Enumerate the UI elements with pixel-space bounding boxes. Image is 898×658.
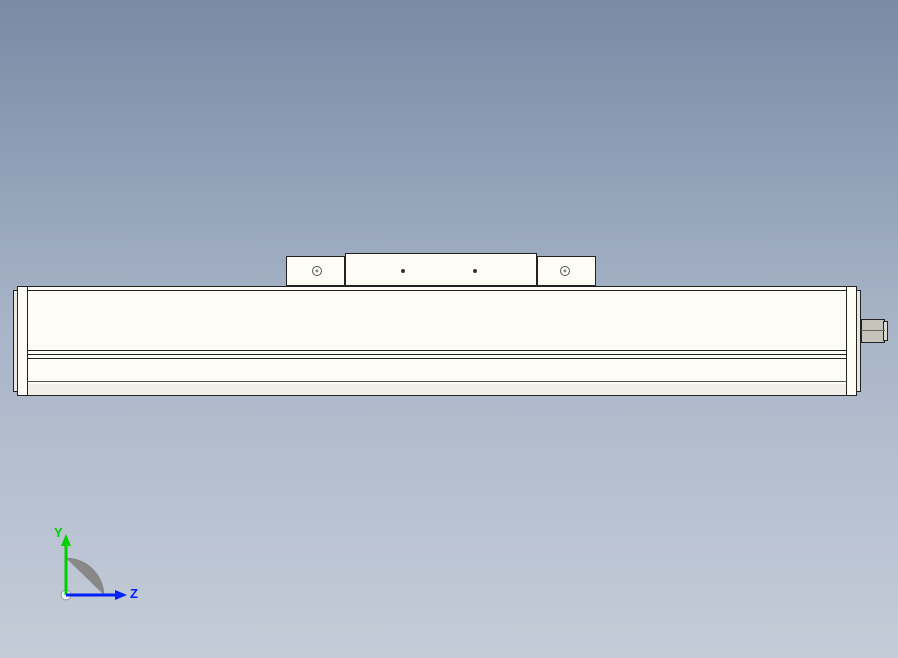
- motor-shaft-body: [861, 319, 885, 343]
- axis-triad-svg: [40, 530, 150, 620]
- rail-groove-3: [27, 358, 847, 359]
- carriage-hole-1: [401, 269, 405, 273]
- rail-groove-2: [27, 354, 847, 355]
- carriage-screw-right: [560, 266, 570, 276]
- carriage-center-block: [345, 253, 537, 286]
- carriage-screw-left: [312, 266, 322, 276]
- rail-end-plate-right: [846, 286, 857, 396]
- z-axis-arrow-icon: [115, 590, 127, 600]
- motor-shaft-end: [883, 321, 888, 341]
- motor-shaft-midline: [861, 330, 885, 331]
- y-axis-label: Y: [54, 525, 63, 540]
- axis-triad[interactable]: Y Z: [40, 530, 150, 620]
- rail-groove-4: [27, 381, 847, 382]
- rail-lower-lip: [27, 384, 847, 396]
- rail-main-body: [27, 286, 847, 396]
- carriage-hole-2: [473, 269, 477, 273]
- rail-groove-1: [27, 350, 847, 351]
- z-axis-label: Z: [130, 586, 138, 601]
- rail-top-ridge: [27, 290, 847, 291]
- cad-viewport[interactable]: Y Z: [0, 0, 898, 658]
- axis-arc: [66, 558, 104, 595]
